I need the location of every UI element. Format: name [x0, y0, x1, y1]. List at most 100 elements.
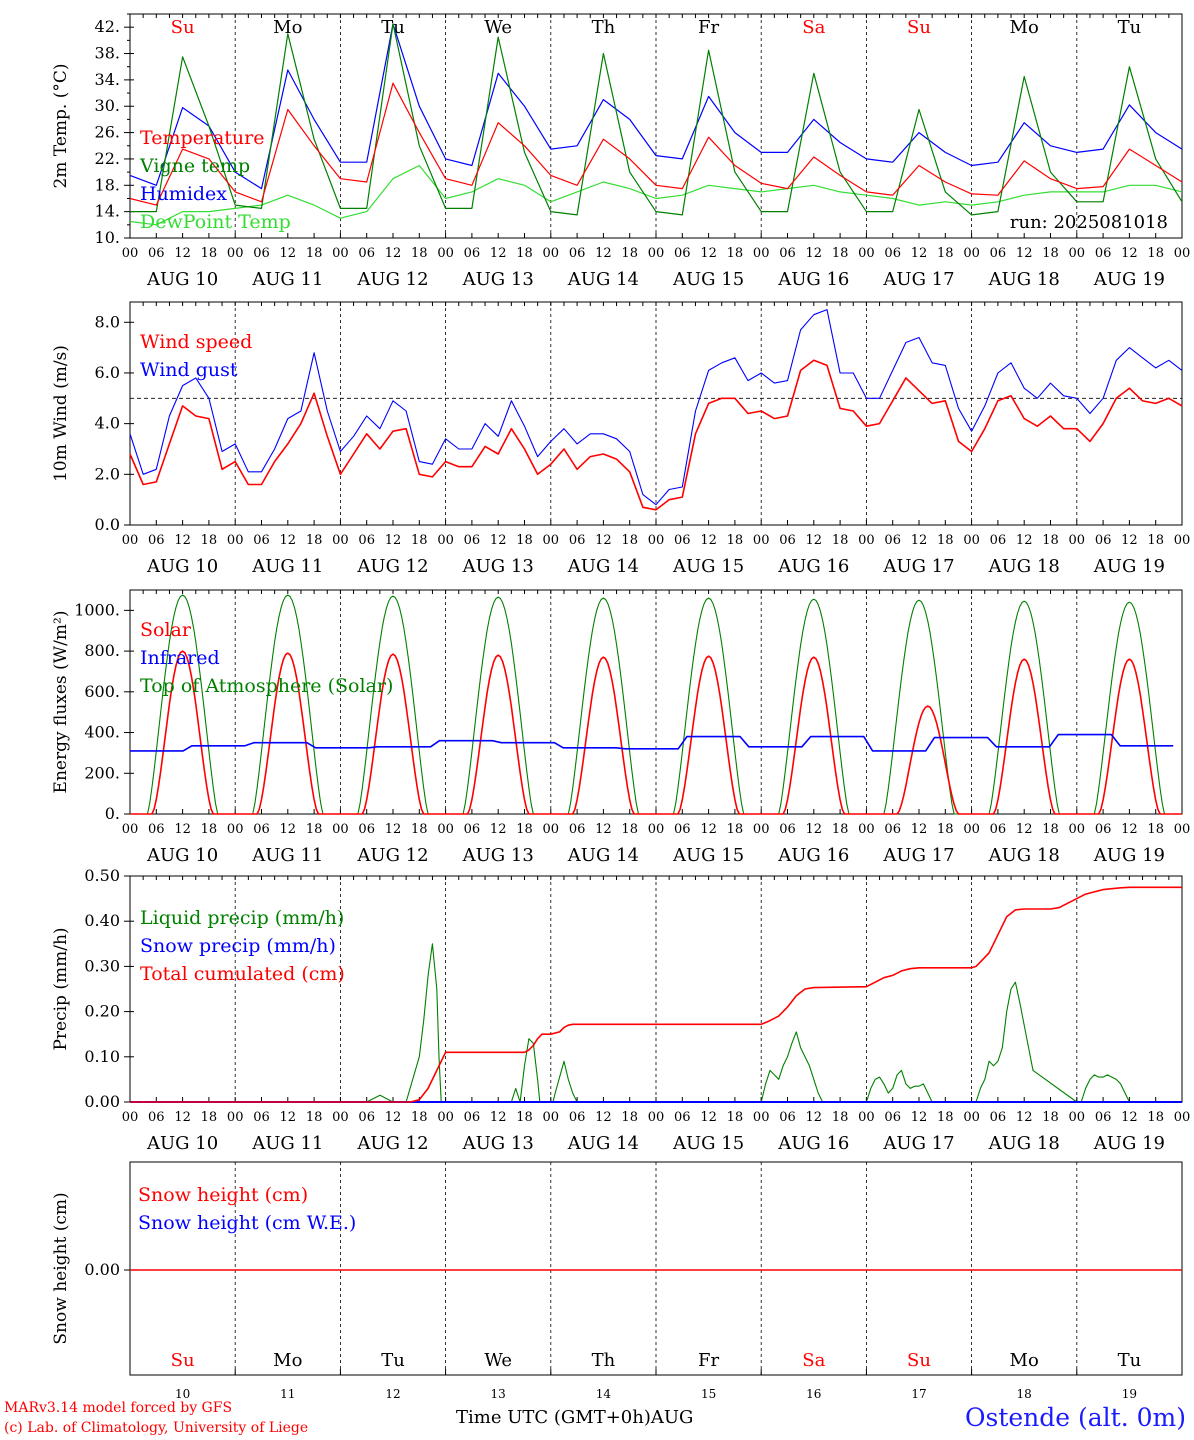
panel-2-xtick-label: 12 — [174, 533, 191, 548]
panel-3-date-label: AUG 10 — [146, 845, 218, 866]
panel-1-xtick-label: 06 — [358, 246, 375, 261]
panel-3-xtick-label: 18 — [516, 822, 533, 837]
panel-1-xtick-label: 18 — [516, 246, 533, 261]
panel-3-xtick-label: 06 — [464, 822, 481, 837]
panel-2-xtick-label: 18 — [516, 533, 533, 548]
panel-2-date-label: AUG 13 — [462, 556, 534, 577]
panel-4-ytick-label: 0.50 — [84, 866, 120, 885]
snow-legend-snow-height-cm-: Snow height (cm) — [138, 1184, 308, 1206]
panel-3-xtick-label: 00 — [227, 822, 244, 837]
panel-2-xtick-label: 06 — [253, 533, 270, 548]
panel-1-xtick-label: 00 — [332, 246, 349, 261]
panel-3-xtick-label: 18 — [727, 822, 744, 837]
panel-1-xtick-label: 18 — [411, 246, 428, 261]
panel-1-xtick-label: 18 — [201, 246, 218, 261]
run-label: run: 2025081018 — [1010, 212, 1168, 233]
top-day-name: Fr — [698, 17, 719, 38]
panel-1-ytick-label: 10. — [95, 228, 120, 247]
panel-3-xtick-label: 18 — [1042, 822, 1059, 837]
panel-4-xtick-label: 18 — [1147, 1110, 1164, 1125]
panel-4-date-label: AUG 10 — [146, 1133, 218, 1154]
energy-legend-top-of-atmosphere-solar-: Top of Atmosphere (Solar) — [140, 675, 393, 697]
top-day-name: Mo — [1010, 17, 1039, 38]
panel-3-xtick-label: 00 — [648, 822, 665, 837]
panel-4-xtick-label: 12 — [174, 1110, 191, 1125]
footer-day-num: 14 — [596, 1387, 612, 1401]
panel-3-ytick-label: 600. — [84, 682, 120, 701]
panel-1-xtick-label: 06 — [674, 246, 691, 261]
panel-4-ytick-label: 0.00 — [84, 1092, 120, 1111]
lab-credit: (c) Lab. of Climatology, University of L… — [4, 1420, 309, 1436]
panel-3-date-label: AUG 17 — [882, 845, 954, 866]
panel-2-date-label: AUG 14 — [567, 556, 639, 577]
panel-2-frame — [129, 301, 1183, 526]
panel-2-date-label: AUG 11 — [251, 556, 323, 577]
panel-2-xtick-label: 00 — [1174, 533, 1191, 548]
panel-2-xtick-label: 06 — [1095, 533, 1112, 548]
panel-3-xtick-label: 06 — [884, 822, 901, 837]
panel-1-xtick-label: 18 — [621, 246, 638, 261]
time-axis-month: AUG — [650, 1407, 694, 1428]
panel-2-xtick-label: 12 — [911, 533, 928, 548]
panel-4-xtick-label: 18 — [727, 1110, 744, 1125]
panel-1-xtick-label: 00 — [437, 246, 454, 261]
panel-3-date-label: AUG 19 — [1093, 845, 1165, 866]
panel-3-xtick-label: 12 — [174, 822, 191, 837]
panel-1-xtick-label: 18 — [727, 246, 744, 261]
panel-1-xtick-label: 12 — [174, 246, 191, 261]
panel-3-xtick-label: 06 — [779, 822, 796, 837]
panel-2-xtick-label: 12 — [280, 533, 297, 548]
panel-2-xtick-label: 12 — [806, 533, 823, 548]
panel-2-date-label: AUG 12 — [356, 556, 428, 577]
panel-4-xtick-label: 12 — [595, 1110, 612, 1125]
panel-4-xtick-label: 06 — [569, 1110, 586, 1125]
time-axis-label: Time UTC (GMT+0h)AUG — [456, 1407, 693, 1428]
panel-4-ytick-label: 0.20 — [84, 1002, 120, 1021]
panel-2-xtick-label: 00 — [1069, 533, 1086, 548]
panel-2-xtick-label: 18 — [621, 533, 638, 548]
panel-2-xtick-label: 00 — [332, 533, 349, 548]
panel-3-xtick-label: 00 — [1069, 822, 1086, 837]
temp-legend-temperature: Temperature — [140, 127, 264, 149]
panel-3-xtick-label: 18 — [621, 822, 638, 837]
panel-4-xtick-label: 00 — [543, 1110, 560, 1125]
panel-4-xtick-label: 18 — [411, 1110, 428, 1125]
precip-legend-total-cumulated-cm-: Total cumulated (cm) — [140, 963, 345, 985]
footer-day-name: Mo — [273, 1350, 302, 1371]
energy-legend-infrared: Infrared — [140, 647, 220, 669]
panel-1-xtick-label: 18 — [937, 246, 954, 261]
panel-1-xtick-label: 06 — [253, 246, 270, 261]
model-credit: MARv3.14 model forced by GFS — [4, 1400, 233, 1416]
panel-2-xtick-label: 18 — [727, 533, 744, 548]
panel-2-xtick-label: 06 — [148, 533, 165, 548]
panel-4-date-label: AUG 19 — [1093, 1133, 1165, 1154]
panel-4-ytick-label: 0.30 — [84, 956, 120, 975]
panel-1-ytick-label: 14. — [95, 202, 120, 221]
panel-3-ytick-label: 800. — [84, 641, 120, 660]
panel-3-xtick-label: 18 — [201, 822, 218, 837]
panel-2-xtick-label: 18 — [1147, 533, 1164, 548]
panel-1-xtick-label: 12 — [595, 246, 612, 261]
panel-4-xtick-label: 00 — [437, 1110, 454, 1125]
panel-4-date-label: AUG 15 — [672, 1133, 744, 1154]
wind-legend-wind-speed: Wind speed — [140, 331, 252, 353]
panel-3-xtick-label: 00 — [122, 822, 139, 837]
panel-1-xtick-label: 00 — [858, 246, 875, 261]
footer-day-name: Sa — [802, 1350, 825, 1371]
panel-4-xtick-label: 12 — [806, 1110, 823, 1125]
panel-3-xtick-label: 18 — [937, 822, 954, 837]
panel-2-date-label: AUG 19 — [1093, 556, 1165, 577]
footer-day-num: 16 — [806, 1387, 821, 1401]
panel-1-date-label: AUG 13 — [462, 269, 534, 290]
panel-3-xtick-label: 18 — [832, 822, 849, 837]
top-day-name: Mo — [273, 17, 302, 38]
panel-4-xtick-label: 12 — [1016, 1110, 1033, 1125]
panel-5-ytick-label: 0.00 — [84, 1260, 120, 1279]
panel-1-ytick-label: 38. — [95, 44, 120, 63]
panel-4-xtick-label: 18 — [937, 1110, 954, 1125]
panel-4-xtick-label: 06 — [990, 1110, 1007, 1125]
panel-3-xtick-label: 06 — [1095, 822, 1112, 837]
footer-day-name: We — [484, 1350, 512, 1371]
panel-1-xtick-label: 00 — [227, 246, 244, 261]
panel-4-date-label: AUG 11 — [251, 1133, 323, 1154]
